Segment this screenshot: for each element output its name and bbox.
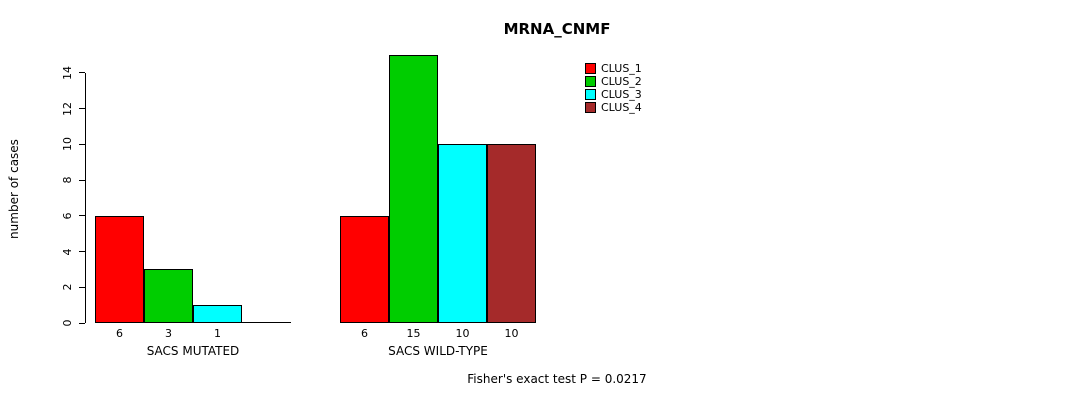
bar — [193, 305, 242, 323]
bar — [144, 269, 193, 323]
legend-swatch — [585, 76, 596, 87]
legend-label: CLUS_2 — [601, 75, 642, 88]
bar-value-label: 10 — [504, 327, 519, 340]
legend-label: CLUS_3 — [601, 88, 642, 101]
group-label: SACS MUTATED — [146, 344, 240, 358]
bar-value-label: 10 — [455, 327, 470, 340]
y-tick — [79, 108, 85, 110]
y-tick — [79, 179, 85, 181]
y-axis-label: number of cases — [7, 139, 21, 239]
legend-item: CLUS_2 — [585, 75, 642, 88]
legend-item: CLUS_1 — [585, 62, 642, 75]
group-label: SACS WILD-TYPE — [388, 344, 488, 358]
y-tick-label: 0 — [60, 319, 74, 327]
legend-swatch — [585, 89, 596, 100]
legend-swatch — [585, 102, 596, 113]
y-tick-label: 12 — [60, 101, 74, 116]
bar — [438, 144, 487, 323]
legend-item: CLUS_4 — [585, 101, 642, 114]
y-tick — [79, 251, 85, 253]
y-tick-label: 10 — [60, 137, 74, 152]
y-tick-label: 8 — [60, 176, 74, 184]
y-tick — [79, 322, 85, 324]
legend: CLUS_1 CLUS_2 CLUS_3 CLUS_4 — [585, 62, 642, 114]
y-tick-label: 2 — [60, 283, 74, 291]
bar-value-label: 3 — [165, 327, 172, 340]
bar-value-label: 6 — [361, 327, 368, 340]
bar-value-label: 15 — [406, 327, 421, 340]
y-tick — [79, 215, 85, 217]
plot-area: 0 2 4 6 8 10 12 14 6 3 1 SACS MUTATED 6 15 10 10 SACS WI… — [61, 55, 560, 358]
y-tick — [79, 286, 85, 288]
y-tick-label: 14 — [60, 65, 74, 80]
annotation-text: Fisher's exact test P = 0.0217 — [467, 372, 647, 386]
legend-label: CLUS_1 — [601, 62, 642, 75]
chart-title: MRNA_CNMF — [503, 20, 611, 38]
y-tick — [79, 143, 85, 145]
y-tick-label: 4 — [60, 248, 74, 256]
bar — [389, 55, 438, 323]
bar-value-label: 1 — [214, 327, 221, 340]
y-axis-line — [85, 72, 86, 323]
legend-swatch — [585, 63, 596, 74]
bar — [487, 144, 536, 323]
legend-label: CLUS_4 — [601, 101, 642, 114]
bar — [95, 215, 144, 323]
legend-item: CLUS_3 — [585, 88, 642, 101]
bar-value-label: 6 — [116, 327, 123, 340]
bar — [340, 215, 389, 323]
y-tick-label: 6 — [60, 212, 74, 220]
y-tick — [79, 72, 85, 74]
